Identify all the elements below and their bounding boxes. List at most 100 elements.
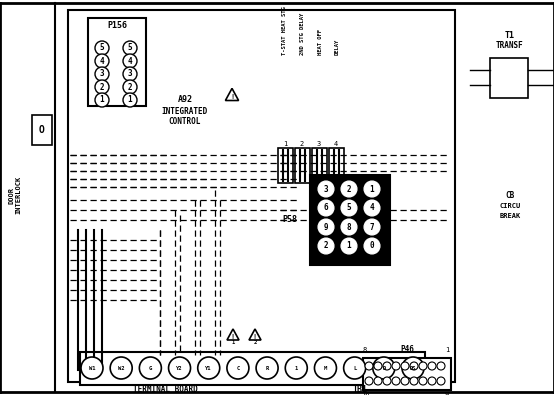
Circle shape bbox=[365, 362, 373, 370]
Bar bbox=[32, 115, 52, 145]
Text: 16: 16 bbox=[361, 392, 370, 395]
Text: W2: W2 bbox=[118, 365, 125, 371]
Text: R: R bbox=[265, 365, 269, 371]
Text: INTEGRATED: INTEGRATED bbox=[162, 107, 208, 117]
Text: TERMINAL BOARD: TERMINAL BOARD bbox=[132, 386, 197, 395]
Circle shape bbox=[81, 357, 103, 379]
Circle shape bbox=[110, 357, 132, 379]
Circle shape bbox=[428, 362, 436, 370]
Circle shape bbox=[123, 80, 137, 94]
Circle shape bbox=[374, 362, 382, 370]
Circle shape bbox=[95, 93, 109, 107]
Circle shape bbox=[402, 357, 424, 379]
Text: !: ! bbox=[230, 94, 234, 100]
Bar bbox=[310, 175, 390, 265]
Bar bbox=[68, 10, 455, 382]
Text: 9: 9 bbox=[445, 392, 449, 395]
Text: 5: 5 bbox=[347, 203, 351, 213]
Polygon shape bbox=[249, 329, 261, 340]
Text: C: C bbox=[237, 365, 239, 371]
Text: Y1: Y1 bbox=[206, 365, 212, 371]
Circle shape bbox=[95, 54, 109, 68]
Text: 4: 4 bbox=[127, 56, 132, 66]
Circle shape bbox=[123, 67, 137, 81]
Circle shape bbox=[227, 357, 249, 379]
Text: 1: 1 bbox=[347, 241, 351, 250]
Circle shape bbox=[364, 181, 380, 197]
Text: 6: 6 bbox=[324, 203, 329, 213]
Text: 5: 5 bbox=[127, 43, 132, 53]
Text: 2: 2 bbox=[253, 340, 257, 346]
Circle shape bbox=[198, 357, 220, 379]
Circle shape bbox=[256, 357, 278, 379]
Circle shape bbox=[343, 357, 366, 379]
Circle shape bbox=[341, 200, 357, 216]
Text: 4: 4 bbox=[100, 56, 104, 66]
Circle shape bbox=[95, 67, 109, 81]
Bar bbox=[490, 58, 528, 98]
Circle shape bbox=[410, 362, 418, 370]
Bar bbox=[80, 352, 425, 385]
Text: 1: 1 bbox=[445, 347, 449, 353]
Text: 2: 2 bbox=[300, 141, 304, 147]
Circle shape bbox=[365, 377, 373, 385]
Text: T-STAT HEAT STG: T-STAT HEAT STG bbox=[283, 6, 288, 55]
Text: 3: 3 bbox=[100, 70, 104, 79]
Bar bbox=[88, 18, 146, 106]
Text: 2: 2 bbox=[127, 83, 132, 92]
Text: !: ! bbox=[253, 334, 257, 340]
Circle shape bbox=[437, 377, 445, 385]
Text: P46: P46 bbox=[400, 346, 414, 354]
Text: T1: T1 bbox=[505, 30, 515, 40]
Text: DS: DS bbox=[410, 365, 416, 371]
Circle shape bbox=[95, 41, 109, 55]
Circle shape bbox=[341, 219, 357, 235]
Circle shape bbox=[315, 357, 336, 379]
Circle shape bbox=[318, 181, 334, 197]
Text: A92: A92 bbox=[177, 96, 192, 105]
Text: O: O bbox=[39, 125, 45, 135]
Text: 1: 1 bbox=[232, 340, 235, 346]
Circle shape bbox=[383, 362, 391, 370]
Circle shape bbox=[123, 93, 137, 107]
Polygon shape bbox=[225, 88, 239, 100]
Text: 1: 1 bbox=[370, 184, 375, 194]
Text: 1: 1 bbox=[100, 96, 104, 105]
Circle shape bbox=[318, 238, 334, 254]
Circle shape bbox=[341, 238, 357, 254]
Circle shape bbox=[140, 357, 161, 379]
Text: 2: 2 bbox=[100, 83, 104, 92]
Circle shape bbox=[392, 377, 400, 385]
Text: M: M bbox=[324, 365, 327, 371]
Text: TRANSF: TRANSF bbox=[496, 41, 524, 49]
Text: !: ! bbox=[231, 334, 235, 340]
Text: 0: 0 bbox=[370, 241, 375, 250]
Bar bbox=[363, 358, 451, 390]
Circle shape bbox=[392, 362, 400, 370]
Text: BREAK: BREAK bbox=[499, 213, 521, 219]
Circle shape bbox=[341, 181, 357, 197]
Text: 4: 4 bbox=[370, 203, 375, 213]
Text: L: L bbox=[353, 365, 356, 371]
Text: Y2: Y2 bbox=[176, 365, 183, 371]
Circle shape bbox=[168, 357, 191, 379]
Text: 9: 9 bbox=[324, 222, 329, 231]
Circle shape bbox=[318, 219, 334, 235]
Circle shape bbox=[318, 200, 334, 216]
Text: P156: P156 bbox=[107, 21, 127, 30]
Text: 7: 7 bbox=[370, 222, 375, 231]
Text: 3: 3 bbox=[317, 141, 321, 147]
Circle shape bbox=[401, 362, 409, 370]
Text: 1: 1 bbox=[295, 365, 298, 371]
Circle shape bbox=[374, 377, 382, 385]
Circle shape bbox=[285, 357, 307, 379]
Text: 8: 8 bbox=[363, 347, 367, 353]
Text: 1: 1 bbox=[283, 141, 287, 147]
Text: 1: 1 bbox=[127, 96, 132, 105]
Circle shape bbox=[95, 80, 109, 94]
Bar bbox=[278, 148, 293, 183]
Text: 4: 4 bbox=[334, 141, 338, 147]
Circle shape bbox=[123, 54, 137, 68]
Circle shape bbox=[364, 219, 380, 235]
Circle shape bbox=[383, 377, 391, 385]
